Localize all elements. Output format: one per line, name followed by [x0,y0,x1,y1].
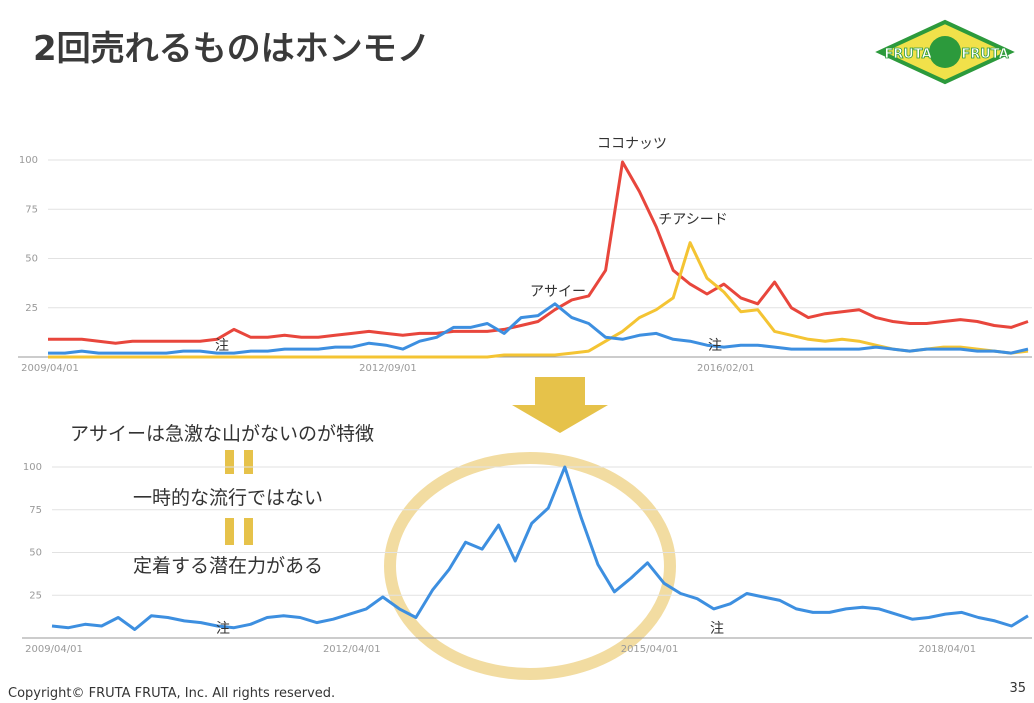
x-tick-label: 2018/04/01 [918,644,976,655]
logo-emblem [929,36,961,68]
x-tick-label: 2012/04/01 [323,644,381,655]
equal-sign [225,518,253,545]
arrow-head [512,405,608,433]
y-tick-label: 100 [23,462,42,473]
slide-title: 2回売れるものはホンモノ [33,29,431,69]
page-number: 35 [1009,681,1026,696]
x-tick-label: 2009/04/01 [25,644,83,655]
bar-shape [244,450,253,474]
bar-shape [225,518,234,545]
down-arrow [512,377,608,433]
annotation: 注 [710,621,724,637]
x-tick-label: 2016/02/01 [697,363,755,374]
series-line [48,160,1029,345]
annotation: ココナッツ [597,136,667,152]
note: アサイーは急激な山がないのが特徴 [70,423,374,445]
x-tick-label: 2015/04/01 [621,644,679,655]
y-tick-label: 100 [19,155,38,166]
bar-shape [225,450,234,474]
highlight-ellipse [384,452,676,680]
arrow-body [535,377,585,406]
x-tick-label: 2012/09/01 [359,363,417,374]
annotation: 注 [708,338,722,354]
logo-text: FRUTA [884,47,931,62]
annotation: アサイー [530,284,586,300]
note: 定着する潜在力がある [133,555,323,577]
series-line [51,465,1029,631]
equal-sign [225,450,253,474]
annotation: チアシード [658,212,727,228]
logo: FRUTA FRUTA [875,19,1015,85]
series-line [48,241,1029,359]
y-tick-label: 50 [25,254,38,265]
y-tick-label: 25 [25,303,38,314]
annotation: 注 [216,621,230,637]
bar-shape [244,518,253,545]
logo-text: FRUTA [961,47,1008,62]
series-line [48,302,1029,355]
y-tick-label: 75 [29,505,42,516]
copyright: Copyright© FRUTA FRUTA, Inc. All rights … [8,686,335,701]
annotation: 注 [215,338,229,354]
y-tick-label: 75 [25,204,38,215]
y-tick-label: 25 [29,590,42,601]
x-tick-label: 2009/04/01 [21,363,79,374]
note: 一時的な流行ではない [133,487,323,509]
y-tick-label: 50 [29,548,42,559]
